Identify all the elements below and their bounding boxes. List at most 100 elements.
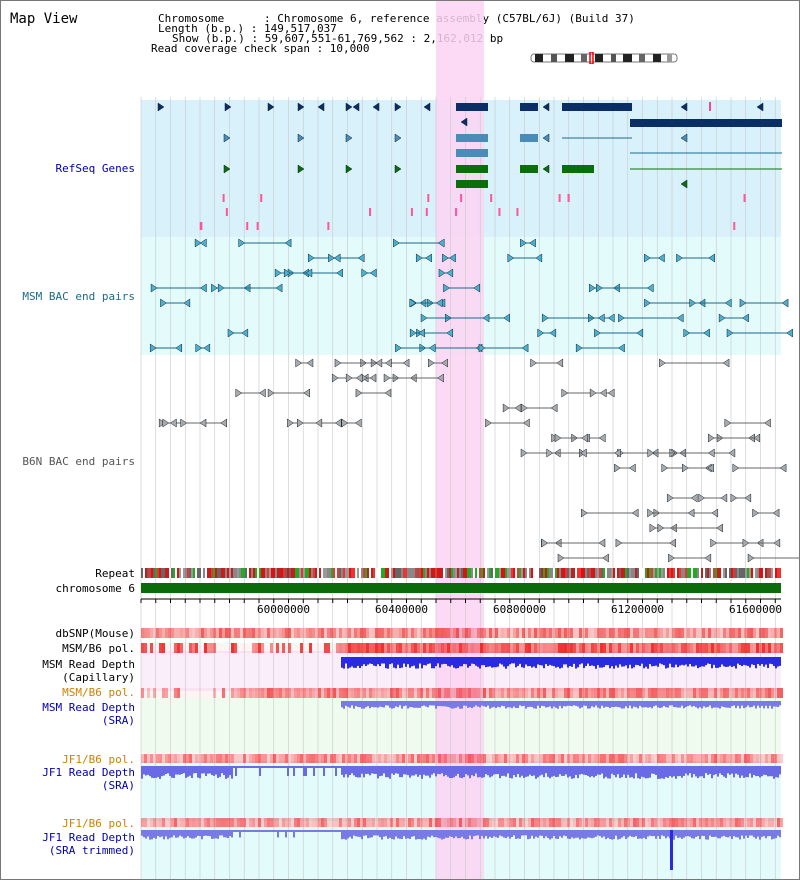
heat-cell	[483, 643, 486, 653]
heat-cell	[462, 688, 465, 698]
depth-bar	[397, 657, 399, 665]
depth-bar	[191, 766, 193, 779]
heat-cell	[273, 688, 276, 698]
heat-cell	[390, 754, 393, 763]
heat-cell	[696, 818, 699, 827]
depth-bar	[571, 657, 573, 667]
depth-bar	[393, 657, 395, 668]
depth-bar	[455, 766, 457, 776]
heat-cell	[513, 628, 516, 638]
heat-cell	[255, 643, 258, 653]
heat-cell	[690, 643, 693, 653]
depth-bar	[277, 830, 279, 838]
repeat-segment	[403, 568, 405, 578]
msm-pair-end	[446, 268, 454, 278]
msm-pair-end	[369, 268, 377, 278]
heat-cell	[591, 754, 594, 763]
heat-cell	[549, 818, 552, 827]
heat-cell	[528, 818, 531, 827]
depth-bar	[239, 766, 241, 768]
repeat-segment	[743, 568, 745, 578]
msm-pair-end	[425, 253, 432, 263]
repeat-segment	[169, 568, 171, 578]
heat-cell	[489, 754, 492, 763]
depth-bar	[197, 830, 199, 836]
depth-bar	[715, 657, 717, 668]
heat-cell	[489, 643, 492, 653]
b6n-pair-end	[698, 493, 706, 503]
depth-bar	[175, 830, 177, 838]
depth-bar	[441, 830, 443, 840]
depth-bar	[591, 766, 593, 777]
repeat-segment	[199, 568, 201, 578]
depth-spike	[670, 830, 673, 870]
heat-cell	[567, 818, 570, 827]
heat-cell	[324, 688, 327, 698]
repeat-segment	[207, 568, 209, 578]
heat-cell	[465, 688, 468, 698]
heat-cell	[582, 628, 585, 638]
b6n-pair-end	[169, 418, 177, 428]
heat-cell	[336, 754, 339, 763]
depth-bar	[277, 766, 279, 768]
depth-bar	[367, 657, 369, 665]
repeat-segment	[667, 568, 669, 578]
depth-bar	[627, 657, 629, 669]
heat-cell	[405, 754, 408, 763]
depth-bar	[263, 830, 265, 832]
depth-bar	[595, 766, 597, 776]
heat-cell	[219, 754, 222, 763]
gene-arrow	[394, 102, 402, 112]
depth-bar	[655, 766, 657, 776]
depth-bar	[681, 657, 683, 665]
heat-cell	[756, 754, 759, 763]
depth-bar	[731, 701, 733, 707]
depth-bar	[479, 657, 481, 669]
depth-bar	[627, 766, 629, 775]
depth-bar	[615, 830, 617, 836]
repeat-segment	[577, 568, 579, 578]
heat-cell	[588, 643, 591, 653]
msm-pair-end	[238, 238, 246, 248]
heat-cell	[696, 628, 699, 638]
heat-cell	[261, 818, 264, 827]
repeat-segment	[293, 568, 295, 578]
depth-bar	[675, 701, 677, 708]
chromosome-ideogram[interactable]	[529, 52, 683, 64]
heat-cell	[399, 628, 402, 638]
repeat-segment	[365, 568, 367, 578]
depth-bar	[649, 766, 651, 778]
heat-cell	[543, 628, 546, 638]
depth-bar	[775, 830, 777, 839]
depth-bar	[375, 830, 377, 836]
repeat-segment	[469, 568, 471, 578]
depth-bar	[383, 830, 385, 837]
heat-cell	[597, 688, 600, 698]
depth-bar	[657, 830, 659, 837]
depth-bar	[247, 830, 249, 832]
depth-bar	[719, 701, 721, 709]
heat-cell	[396, 628, 399, 638]
heat-cell	[603, 754, 606, 763]
depth-bar	[367, 701, 369, 707]
heat-cell	[261, 688, 264, 698]
gene-arrow	[542, 164, 550, 174]
selection-highlight	[436, 1, 484, 879]
heat-cell	[264, 643, 267, 653]
depth-bar	[721, 657, 723, 665]
depth-bar	[369, 766, 371, 776]
depth-bar	[759, 701, 761, 708]
depth-bar	[499, 657, 501, 664]
depth-bar	[567, 830, 569, 839]
depth-bar	[393, 830, 395, 840]
depth-bar	[189, 766, 191, 776]
heat-cell	[762, 643, 765, 653]
heat-cell	[486, 754, 489, 763]
depth-bar	[207, 830, 209, 837]
heat-cell	[351, 643, 354, 653]
depth-bar	[701, 830, 703, 836]
depth-bar	[391, 657, 393, 664]
depth-bar	[177, 766, 179, 775]
heat-cell	[252, 688, 255, 698]
